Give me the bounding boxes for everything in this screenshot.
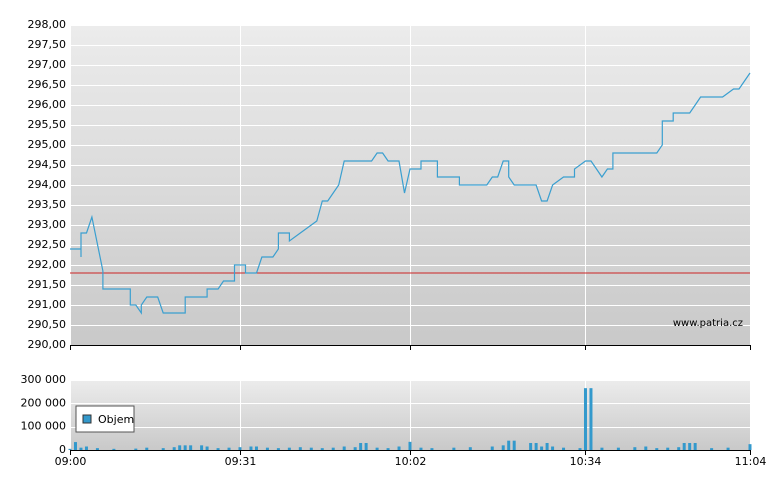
volume-bar [227, 447, 231, 450]
y-tick-label: 294,50 [28, 158, 67, 171]
x-tick-label: 09:31 [225, 455, 257, 468]
y-tick-label: 290,50 [28, 318, 67, 331]
y-tick-label: 292,00 [28, 258, 67, 271]
volume-bar [682, 443, 686, 450]
volume-bar [419, 447, 423, 450]
volume-bar [68, 448, 72, 450]
volume-bar [238, 447, 242, 450]
volume-bar [249, 446, 253, 450]
volume-bar [545, 443, 549, 450]
volume-bar [677, 447, 681, 450]
volume-bar [644, 446, 648, 450]
volume-bar [200, 445, 204, 450]
y-tick-label: 293,50 [28, 198, 67, 211]
price-line [70, 72, 751, 315]
y-tick-label: 200 000 [21, 396, 67, 409]
y-tick-label: 297,00 [28, 58, 67, 71]
volume-bar [73, 442, 77, 450]
volume-bar [512, 440, 516, 450]
volume-bar [666, 447, 670, 450]
volume-bar [189, 445, 193, 450]
volume-bar [551, 446, 555, 450]
volume-bar [178, 445, 182, 450]
volume-bar [265, 447, 269, 450]
volume-bar [161, 448, 165, 450]
legend-swatch [82, 414, 92, 424]
volume-bar [134, 448, 138, 450]
volume-bar [452, 447, 456, 450]
volume-bar [353, 447, 357, 450]
volume-bar [254, 446, 258, 450]
volume-bar [501, 445, 505, 450]
volume-bar [534, 443, 538, 450]
volume-bar [578, 448, 582, 450]
volume-bar [386, 448, 390, 450]
volume-bar [693, 443, 697, 450]
volume-bar [600, 447, 604, 450]
volume-bar [529, 443, 533, 450]
volume-bar [633, 447, 637, 450]
volume-bar [364, 443, 368, 450]
volume-bar [688, 443, 692, 450]
volume-bar [540, 446, 544, 450]
volume-bar [276, 448, 280, 450]
volume-bar [589, 388, 593, 450]
y-tick-label: 293,00 [28, 218, 67, 231]
y-tick-label: 298,00 [28, 18, 67, 31]
volume-bar [710, 448, 714, 450]
volume-bar [562, 447, 566, 450]
y-tick-label: 290,00 [28, 338, 67, 351]
layer: 290,00 290,50 291,00 291,50 292,00 292,50 293,… [21, 18, 767, 468]
volume-bar [748, 444, 752, 450]
y-tick-label: 296,00 [28, 98, 67, 111]
volume-bar [79, 447, 83, 450]
volume-bar [84, 446, 88, 450]
y-tick-label: 300 000 [21, 373, 67, 386]
volume-bar [205, 446, 209, 450]
volume-bar [359, 443, 363, 450]
volume-bar [320, 448, 324, 450]
y-tick-label: 0 [59, 443, 66, 456]
volume-bar [655, 448, 659, 450]
volume-bar [287, 447, 291, 450]
volume-bar [616, 447, 620, 450]
legend-label: Objem [98, 413, 134, 426]
volume-bar [95, 448, 99, 450]
volume-bar [172, 447, 176, 450]
y-tick-label: 297,50 [28, 38, 67, 51]
volume-bar [183, 445, 187, 450]
volume-bar [490, 446, 494, 450]
x-tick-label: 10:34 [570, 455, 602, 468]
volume-bar [298, 447, 302, 450]
y-tick-label: 294,00 [28, 178, 67, 191]
y-tick-label: 291,00 [28, 298, 67, 311]
volume-bar [726, 447, 730, 450]
y-tick-label: 296,50 [28, 78, 67, 91]
x-tick-label: 10:02 [395, 455, 427, 468]
y-tick-label: 292,50 [28, 238, 67, 251]
volume-bar [216, 448, 220, 450]
volume-bar [430, 448, 434, 450]
volume-bar [397, 446, 401, 450]
y-tick-label: 100 000 [21, 420, 67, 433]
y-tick-label: 295,50 [28, 118, 67, 131]
y-tick-label: 291,50 [28, 278, 67, 291]
volume-bar [468, 447, 472, 450]
volume-bar [583, 388, 587, 450]
volume-bar [375, 447, 379, 450]
y-tick-label: 295,00 [28, 138, 67, 151]
volume-bar [112, 448, 116, 450]
watermark: www.patria.cz [673, 318, 743, 329]
x-tick-label: 11:04 [735, 455, 767, 468]
volume-bar [342, 446, 346, 450]
x-tick-label: 09:00 [55, 455, 87, 468]
volume-bar [331, 447, 335, 450]
volume-bar [309, 447, 313, 450]
volume-bar [145, 447, 149, 450]
volume-bar [408, 441, 412, 450]
volume-bar [507, 440, 511, 450]
